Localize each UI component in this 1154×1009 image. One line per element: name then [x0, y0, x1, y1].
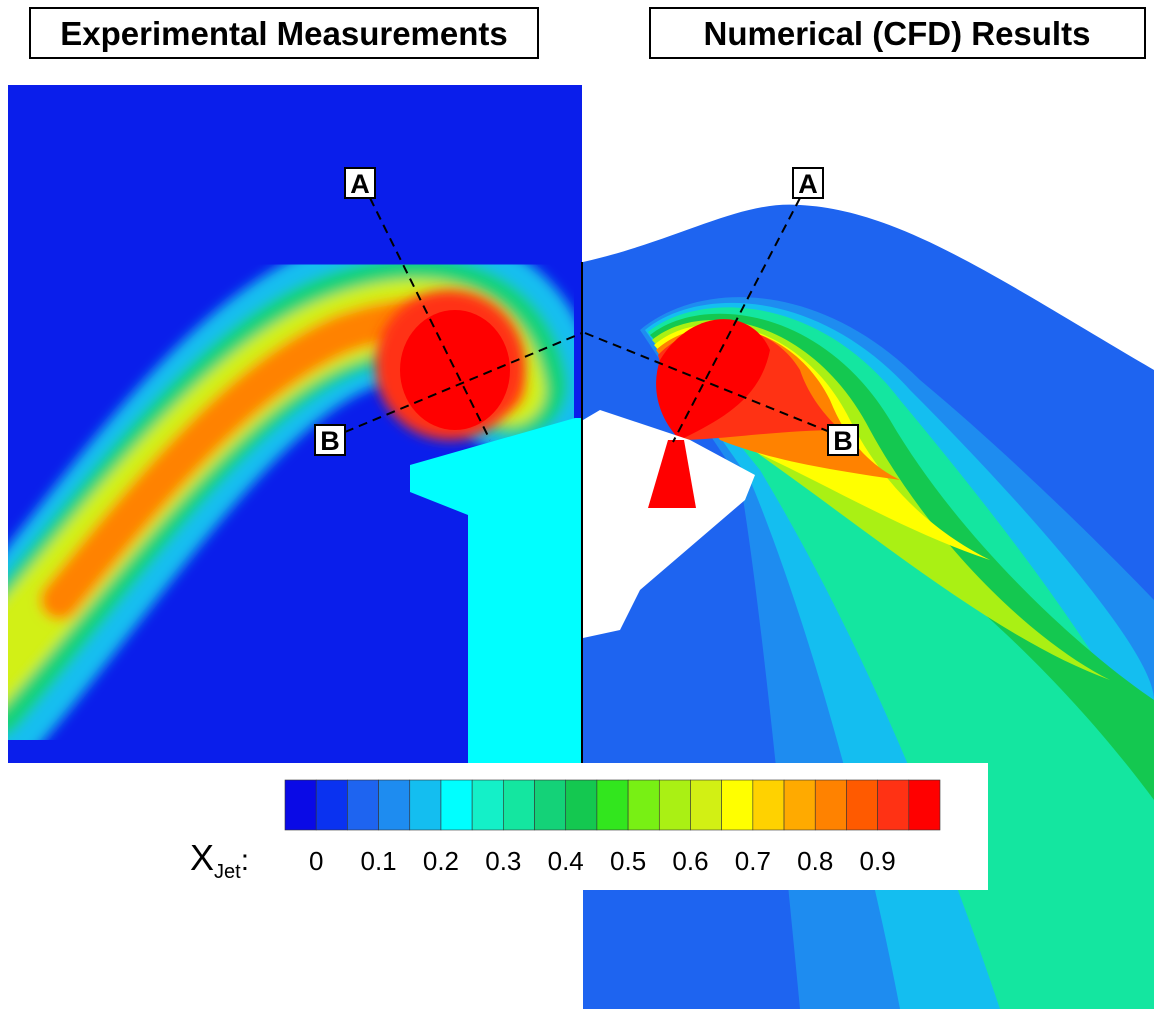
label-box [344, 167, 376, 199]
colorbar-swatch [596, 779, 629, 831]
section-lines [344, 197, 831, 443]
colorbar-tick: 0.5 [610, 846, 646, 876]
colorbar-swatch [846, 779, 878, 831]
colorbar-swatch [347, 779, 379, 831]
colorbar-swatch [471, 779, 504, 831]
colorbar-swatch [409, 779, 442, 831]
colorbar-swatch [783, 779, 816, 831]
colorbar-swatch [814, 779, 847, 831]
experimental-field [8, 85, 582, 763]
label-box [827, 424, 859, 456]
section-label: B [833, 426, 853, 456]
colorbar-tick: 0.4 [548, 846, 584, 876]
colorbar-swatch [378, 779, 411, 831]
colorbar-tick: 0 [309, 846, 323, 876]
colorbar-swatch [315, 779, 348, 831]
panel-title: Numerical (CFD) Results [704, 15, 1091, 52]
colorbar-tick: 0.8 [797, 846, 833, 876]
colorbar-swatch [534, 779, 567, 831]
colorbar-tick: 0.2 [423, 846, 459, 876]
colorbar-tick: 0.1 [360, 846, 396, 876]
colorbar-swatch [658, 779, 691, 831]
colorbar-tick: 0.7 [735, 846, 771, 876]
title-box [649, 7, 1146, 59]
label-box [314, 424, 346, 456]
label-sub: Jet [214, 861, 241, 883]
colorbar-swatch [690, 779, 722, 831]
colorbar-swatch [627, 779, 660, 831]
colorbar-label: XJet: [190, 837, 249, 883]
section-label: A [350, 169, 370, 199]
colorbar-swatch [721, 779, 754, 831]
colorbar-tick: 0.3 [485, 846, 521, 876]
colorbar-swatch [565, 779, 598, 831]
colorbar-swatch [440, 779, 473, 831]
colorbar-swatch [284, 779, 317, 831]
section-label: A [798, 169, 818, 199]
title-box [29, 7, 539, 59]
label-suffix: : [241, 844, 249, 877]
label-box [792, 167, 824, 199]
panel-title: Experimental Measurements [60, 15, 508, 52]
colorbar: 0 0.1 0.2 0.3 0.4 0.5 0.6 0.7 0.8 0.9 [284, 779, 941, 876]
colorbar-tick: 0.9 [860, 846, 896, 876]
label-main: X [190, 837, 214, 878]
colorbar-tick: 0.6 [672, 846, 708, 876]
colorbar-swatch [908, 779, 941, 831]
section-label: B [320, 426, 340, 456]
colorbar-swatch [503, 779, 535, 831]
colorbar-swatch [877, 779, 910, 831]
colorbar-swatch [752, 779, 785, 831]
